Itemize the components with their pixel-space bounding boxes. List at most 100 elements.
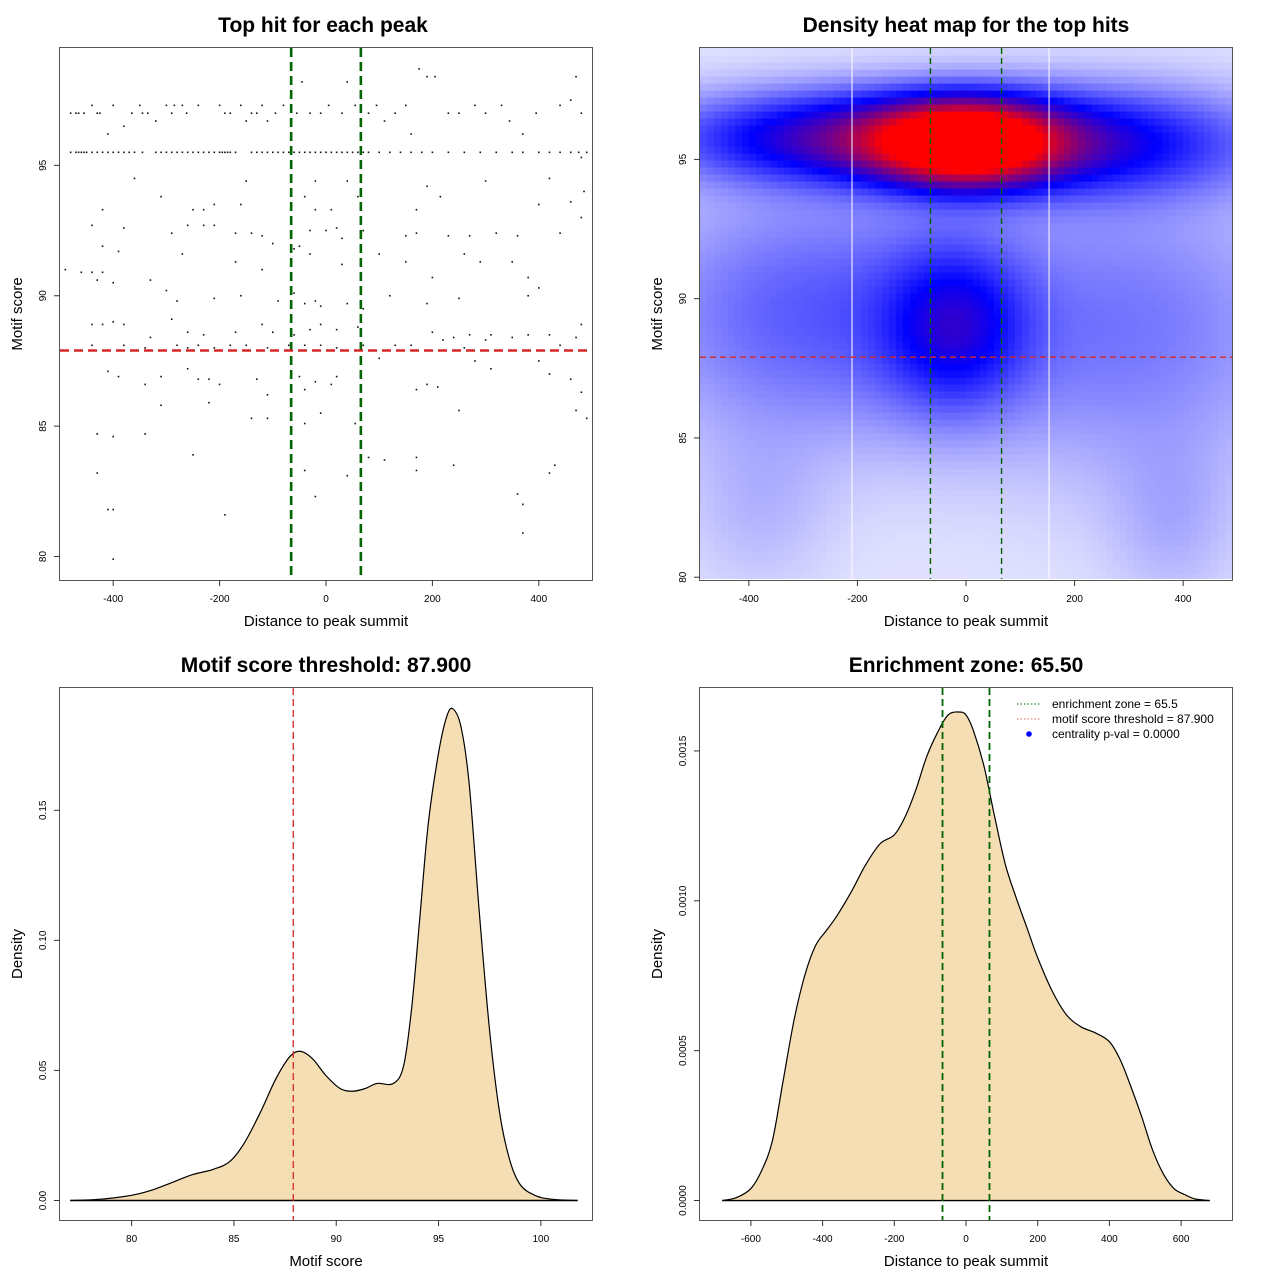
heatmap-cell <box>812 349 820 357</box>
heatmap-cell <box>1057 181 1065 189</box>
heatmap-cell <box>1015 566 1023 574</box>
heatmap-cell <box>966 181 974 189</box>
heatmap-cell <box>1085 391 1093 399</box>
scatter-point <box>511 336 513 339</box>
heatmap-cell <box>1022 461 1030 469</box>
heatmap-cell <box>1106 545 1114 553</box>
heatmap-cell <box>1120 482 1128 490</box>
heatmap-cell <box>1036 293 1044 301</box>
heatmap-cell <box>749 97 757 105</box>
heatmap-cell <box>924 223 932 231</box>
heatmap-cell <box>1057 76 1065 84</box>
heatmap-cell <box>994 426 1002 434</box>
heatmap-cell <box>1015 202 1023 210</box>
heatmap-cell <box>1106 237 1114 245</box>
heatmap-cell <box>735 447 743 455</box>
heatmap-cell <box>763 412 771 420</box>
heatmap-cell <box>742 167 750 175</box>
heatmap-cell <box>1085 174 1093 182</box>
heatmap-cell <box>959 489 967 497</box>
heatmap-cell <box>714 342 722 350</box>
heatmap-cell <box>917 90 925 98</box>
heatmap-cell <box>896 265 904 273</box>
heatmap-cell <box>1092 153 1100 161</box>
heatmap-cell <box>1092 475 1100 483</box>
heatmap-cell <box>875 468 883 476</box>
heatmap-cell <box>784 342 792 350</box>
heatmap-cell <box>973 223 981 231</box>
heatmap-cell <box>959 426 967 434</box>
heatmap-cell <box>924 237 932 245</box>
heatmap-cell <box>742 363 750 371</box>
heatmap-cell <box>1085 552 1093 560</box>
heatmap-cell <box>917 531 925 539</box>
heatmap-cell <box>1099 195 1107 203</box>
heatmap-cell <box>1001 258 1009 266</box>
heatmap-cell <box>966 314 974 322</box>
heatmap-cell <box>959 76 967 84</box>
heatmap-cell <box>924 405 932 413</box>
heatmap-cell <box>875 286 883 294</box>
heatmap-cell <box>1099 62 1107 70</box>
heatmap-cell <box>903 188 911 196</box>
heatmap-cell <box>1022 48 1030 56</box>
heatmap-cell <box>854 174 862 182</box>
scatter-point <box>154 151 157 154</box>
heatmap-cell <box>924 447 932 455</box>
heatmap-cell <box>1085 167 1093 175</box>
heatmap-cell <box>1015 307 1023 315</box>
heatmap-cell <box>875 174 883 182</box>
heatmap-cell <box>840 104 848 112</box>
heatmap-cell <box>945 230 953 238</box>
heatmap-cell <box>721 76 729 84</box>
heatmap-cell <box>798 97 806 105</box>
heatmap-cell <box>840 174 848 182</box>
heatmap-cell <box>721 195 729 203</box>
heatmap-cell <box>819 251 827 259</box>
heatmap-cell <box>924 384 932 392</box>
heatmap-cell <box>721 552 729 560</box>
heatmap-cell <box>931 314 939 322</box>
heatmap-cell <box>861 440 869 448</box>
heatmap-cell <box>980 412 988 420</box>
heatmap-cell <box>994 328 1002 336</box>
scatter-point <box>229 112 232 114</box>
heatmap-cell <box>833 321 841 329</box>
heatmap-cell <box>833 419 841 427</box>
heatmap-cell <box>1029 307 1037 315</box>
heatmap-cell <box>1106 293 1114 301</box>
heatmap-cell <box>756 272 764 280</box>
heatmap-cell <box>910 517 918 525</box>
heatmap-cell <box>1099 209 1107 217</box>
heatmap-cell <box>1015 209 1023 217</box>
heatmap-cell <box>763 139 771 147</box>
heatmap-cell <box>875 83 883 91</box>
heatmap-cell <box>1015 454 1023 462</box>
heatmap-cell <box>707 104 715 112</box>
heatmap-cell <box>1078 447 1086 455</box>
heatmap-cell <box>770 538 778 546</box>
heatmap-cell <box>756 552 764 560</box>
heatmap-cell <box>819 321 827 329</box>
heatmap-cell <box>763 440 771 448</box>
heatmap-cell <box>749 230 757 238</box>
heatmap-cell <box>1106 314 1114 322</box>
heatmap-cell <box>1029 55 1037 63</box>
heatmap-cell <box>728 55 736 63</box>
heatmap-cell <box>721 223 729 231</box>
heatmap-cell <box>1120 559 1128 567</box>
heatmap-cell <box>875 377 883 385</box>
heatmap-cell <box>700 55 708 63</box>
heatmap-cell <box>889 76 897 84</box>
heatmap-cell <box>1099 293 1107 301</box>
heatmap-cell <box>812 384 820 392</box>
heatmap-cell <box>728 251 736 259</box>
heatmap-cell <box>805 223 813 231</box>
heatmap-cell <box>784 307 792 315</box>
heatmap-cell <box>1106 461 1114 469</box>
heatmap-cell <box>784 188 792 196</box>
heatmap-cell <box>854 524 862 532</box>
heatmap-cell <box>791 188 799 196</box>
heatmap-cell <box>721 538 729 546</box>
heatmap-cell <box>931 265 939 273</box>
